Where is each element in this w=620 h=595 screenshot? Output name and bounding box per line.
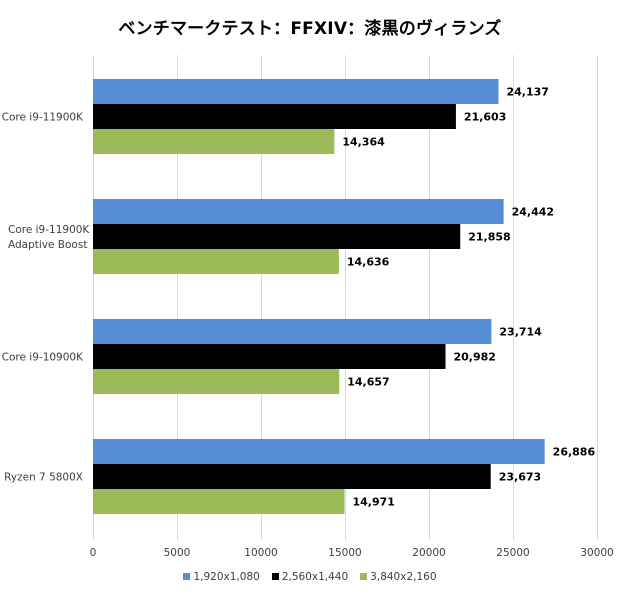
x-tick-label: 0: [90, 547, 97, 559]
data-label: 21,603: [464, 111, 506, 124]
bar-3,840x2,160-1: [93, 249, 339, 274]
x-tick-label: 25000: [496, 547, 529, 559]
legend-label: 2,560x1,440: [281, 571, 349, 583]
bar-2,560x1,440-3: [93, 464, 491, 489]
data-label: 23,673: [499, 471, 541, 484]
data-label: 26,886: [553, 446, 596, 459]
bars: [93, 79, 545, 514]
x-tick-label: 10000: [244, 547, 277, 559]
category-label: Core i9-11900K: [2, 112, 84, 124]
bar-3,840x2,160-3: [93, 489, 345, 514]
category-labels: Core i9-11900K Core i9-11900K Adaptive Boo…: [2, 112, 91, 484]
bar-3,840x2,160-2: [93, 369, 340, 394]
category-label: Core i9-10900K: [2, 352, 84, 364]
bar-2,560x1,440-1: [93, 224, 461, 249]
bar-1,920x1,080-3: [93, 439, 545, 464]
x-tick-label: 15000: [328, 547, 361, 559]
data-label: 21,858: [468, 231, 510, 244]
legend-item: 1,920x1,080: [183, 571, 260, 583]
bar-2,560x1,440-0: [93, 104, 456, 129]
x-tick-label: 5000: [164, 547, 191, 559]
bar-3,840x2,160-0: [93, 129, 335, 154]
data-label: 14,657: [347, 376, 389, 389]
legend-swatch: [271, 573, 279, 580]
legend-item: 3,840x2,160: [360, 571, 437, 583]
category-label: Core i9-11900K Adaptive Boost: [8, 224, 90, 251]
legend-item: 2,560x1,440: [271, 571, 349, 583]
bar-2,560x1,440-2: [93, 344, 446, 369]
data-label: 24,137: [507, 86, 549, 99]
data-label: 14,636: [347, 256, 390, 269]
category-label: Ryzen 7 5800X: [4, 472, 83, 484]
bar-1,920x1,080-0: [93, 79, 499, 104]
x-axis-tick-labels: 0 5000 10000 15000 20000 25000 30000: [90, 547, 614, 559]
legend: 1,920x1,080 2,560x1,440 3,840x2,160: [0, 571, 620, 583]
chart-title: ベンチマークテスト：FFXIV：漆黒のヴィランズ: [118, 19, 502, 39]
data-label: 14,971: [353, 496, 395, 509]
x-tick-label: 20000: [412, 547, 445, 559]
bar-1,920x1,080-2: [93, 319, 492, 344]
legend-swatch: [360, 573, 368, 580]
legend-label: 1,920x1,080: [193, 571, 260, 583]
data-label: 20,982: [453, 351, 495, 364]
legend-label: 3,840x2,160: [370, 571, 437, 583]
bar-1,920x1,080-1: [93, 199, 504, 224]
legend-swatch: [183, 573, 191, 580]
x-tick-label: 30000: [580, 547, 613, 559]
data-label: 24,442: [512, 206, 554, 219]
data-label: 23,714: [499, 326, 542, 339]
data-label: 14,364: [342, 136, 385, 149]
